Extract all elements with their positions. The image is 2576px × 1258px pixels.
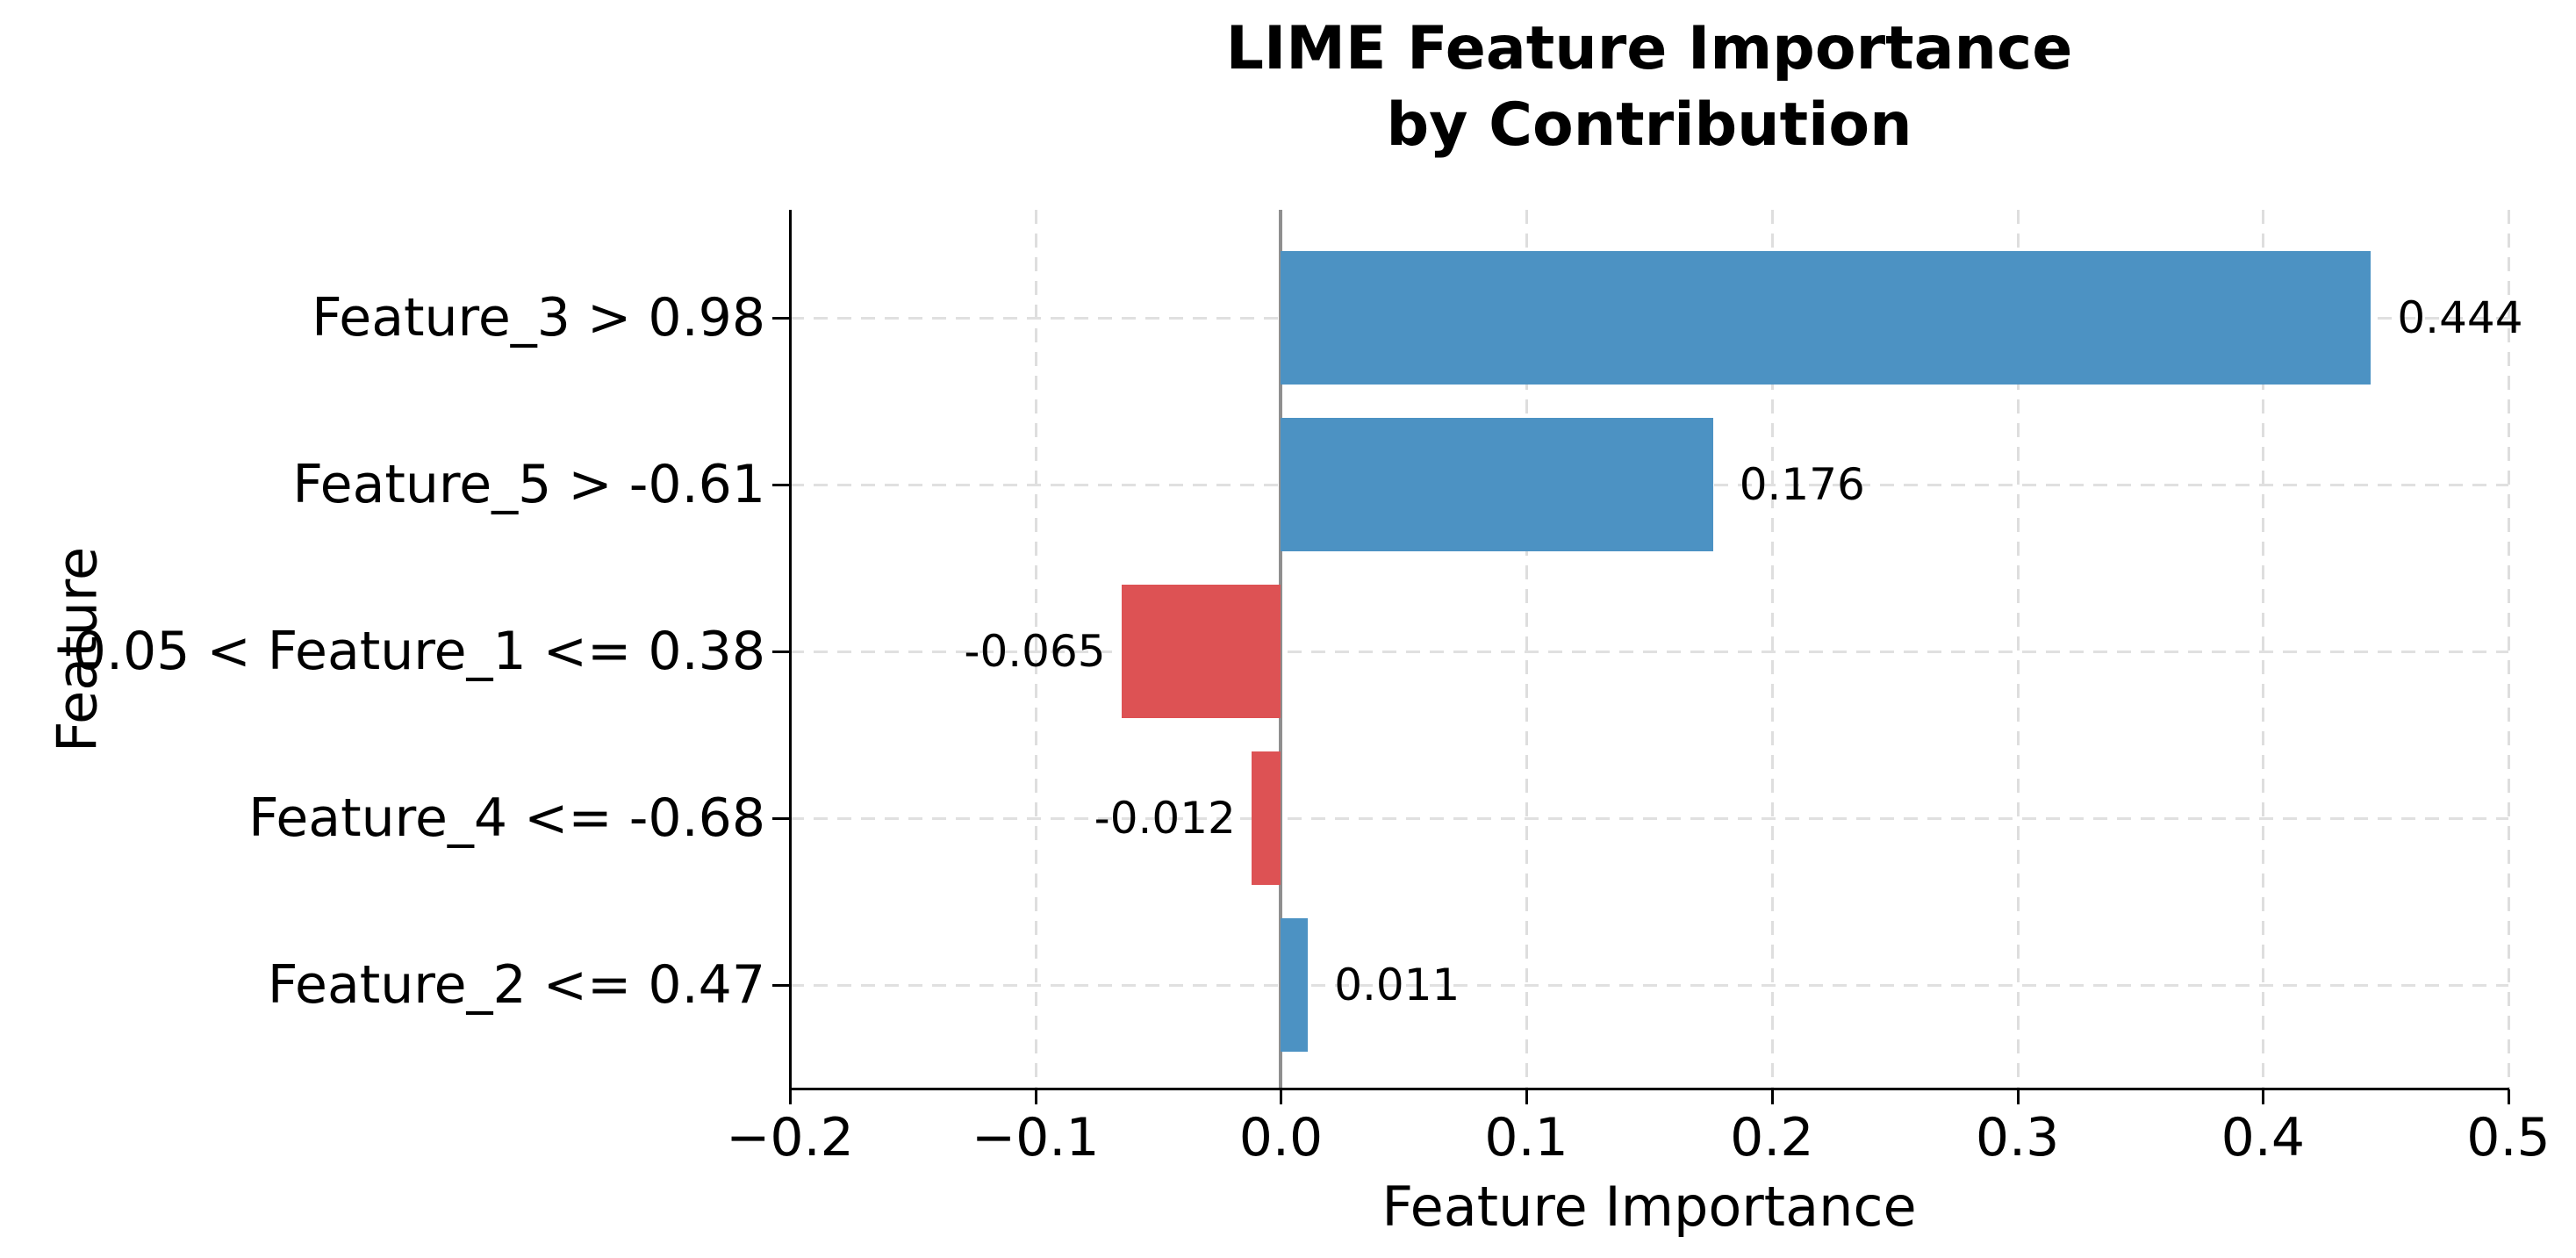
y-axis-spine — [789, 210, 792, 1089]
x-gridline — [1034, 210, 1037, 1089]
y-gridline — [790, 984, 2508, 987]
x-gridline — [2016, 210, 2020, 1089]
bar — [1251, 751, 1281, 885]
x-tick-mark — [1525, 1089, 1529, 1104]
x-tick-mark — [1280, 1089, 1283, 1104]
y-tick-label: Feature_4 <= -0.68 — [248, 787, 765, 849]
y-gridline — [790, 651, 2508, 653]
x-gridline — [2262, 210, 2265, 1089]
bar — [1281, 918, 1309, 1052]
x-tick-mark — [2262, 1089, 2265, 1104]
chart-title: LIME Feature Importance by Contribution — [1225, 14, 2073, 161]
x-gridline — [1770, 210, 1774, 1089]
x-tick-label: 0.4 — [2221, 1107, 2305, 1168]
y-tick-label: Feature_3 > 0.98 — [312, 287, 765, 349]
x-tick-mark — [789, 1089, 792, 1104]
y-tick-label: Feature_2 <= 0.47 — [267, 954, 765, 1016]
x-tick-label: 0.5 — [2466, 1107, 2551, 1168]
y-tick-mark — [772, 651, 790, 653]
x-tick-label: 0.2 — [1730, 1107, 1814, 1168]
x-tick-label: 0.0 — [1238, 1107, 1324, 1168]
zero-reference-line — [1279, 210, 1283, 1089]
y-tick-label: 0.05 < Feature_1 <= 0.38 — [72, 621, 765, 682]
bar — [1281, 251, 2371, 385]
y-gridline — [790, 817, 2508, 820]
y-tick-label: Feature_5 > -0.61 — [292, 454, 765, 515]
x-tick-label: 0.3 — [1975, 1107, 2060, 1168]
x-axis-title: Feature Importance — [1381, 1175, 1917, 1239]
plot-area: 0.444 0.176 -0.065 -0.012 0.011 — [789, 210, 2523, 1090]
bar-value-label: -0.012 — [1094, 793, 1236, 844]
bar-value-label: 0.444 — [2397, 292, 2523, 343]
x-tick-mark — [2508, 1089, 2510, 1104]
x-axis-spine — [789, 1088, 2509, 1090]
bar — [1121, 585, 1281, 718]
bar — [1281, 418, 1713, 551]
x-tick-label: 0.1 — [1484, 1107, 1568, 1168]
x-tick-label: −0.1 — [971, 1107, 1100, 1168]
bar-value-label: -0.065 — [964, 626, 1106, 677]
bar-value-label: 0.176 — [1739, 459, 1865, 510]
y-tick-mark — [772, 317, 790, 320]
y-tick-mark — [772, 484, 790, 486]
x-tick-mark — [1034, 1089, 1037, 1104]
y-tick-mark — [772, 817, 790, 820]
x-tick-label: −0.2 — [726, 1107, 854, 1168]
x-tick-mark — [2016, 1089, 2020, 1104]
x-gridline — [2508, 210, 2510, 1089]
bar-value-label: 0.011 — [1334, 960, 1460, 1010]
x-gridline — [1525, 210, 1529, 1089]
x-tick-mark — [1770, 1089, 1774, 1104]
y-tick-mark — [772, 984, 790, 987]
